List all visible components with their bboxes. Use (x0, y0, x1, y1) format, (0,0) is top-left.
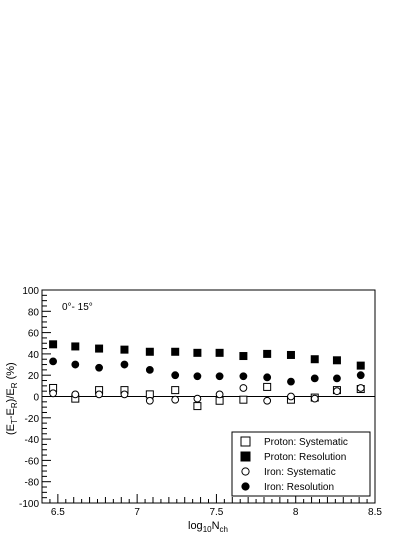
point-proton-resolution (263, 349, 272, 358)
point-proton-resolution (145, 347, 154, 356)
legend-marker-proton-systematic (240, 436, 251, 447)
point-proton-resolution (95, 344, 104, 353)
x-tick-label: 8.5 (368, 507, 382, 518)
point-proton-systematic (145, 390, 154, 399)
legend-marker-proton-resolution (240, 451, 251, 462)
point-iron-resolution (263, 373, 272, 382)
legend-label-iron-systematic: Iron: Systematic (264, 467, 336, 478)
point-proton-systematic (239, 395, 248, 404)
point-proton-resolution (239, 352, 248, 361)
point-proton-systematic (215, 396, 224, 405)
point-iron-systematic (333, 387, 341, 396)
y-tick-label: -40 (25, 435, 40, 446)
point-iron-resolution (120, 360, 129, 369)
legend-marker-iron-resolution (241, 482, 250, 491)
point-iron-systematic (71, 390, 80, 399)
point-iron-resolution (215, 372, 224, 381)
legend-label-iron-resolution: Iron: Resolution (264, 482, 334, 493)
point-iron-systematic (145, 396, 154, 405)
y-tick-label: 100 (22, 286, 39, 297)
point-iron-resolution (71, 360, 80, 369)
data-points (49, 340, 365, 411)
y-tick-label: -60 (25, 456, 40, 467)
point-iron-resolution (333, 374, 341, 383)
x-tick-label: 7.5 (209, 507, 223, 518)
angle-annotation: 0°- 15° (62, 302, 93, 313)
y-tick-label: -20 (25, 414, 40, 425)
y-tick-label: 40 (28, 350, 40, 361)
point-iron-systematic (171, 395, 180, 404)
x-tick-label: 8 (293, 507, 299, 518)
y-tick-label: 80 (28, 307, 40, 318)
point-proton-resolution (171, 347, 180, 356)
point-iron-resolution (239, 372, 248, 381)
point-iron-resolution (171, 371, 180, 380)
legend-label-proton-systematic: Proton: Systematic (264, 437, 348, 448)
point-iron-systematic (49, 389, 57, 398)
x-tick-label: 7 (134, 507, 140, 518)
point-iron-systematic (356, 384, 365, 392)
y-tick-label: 0 (33, 393, 39, 404)
point-iron-systematic (310, 394, 319, 403)
point-iron-resolution (287, 377, 295, 386)
point-proton-resolution (215, 348, 224, 357)
point-proton-resolution (49, 340, 58, 349)
point-proton-systematic (263, 382, 272, 391)
point-iron-systematic (215, 390, 224, 399)
point-iron-systematic (193, 394, 202, 403)
point-iron-resolution (310, 374, 319, 383)
point-proton-resolution (193, 348, 202, 357)
legend-box (231, 431, 371, 497)
point-iron-systematic (287, 392, 295, 401)
point-proton-resolution (286, 350, 295, 359)
x-tick-label: 6.5 (51, 507, 65, 518)
point-iron-resolution (95, 363, 103, 372)
point-proton-systematic (193, 402, 202, 411)
y-axis-label: (ET-ER)/ER (%) (5, 362, 19, 435)
y-tick-label: -100 (19, 499, 39, 510)
point-iron-systematic (120, 390, 129, 399)
point-proton-resolution (332, 356, 341, 365)
point-proton-resolution (120, 345, 129, 354)
point-proton-resolution (71, 342, 80, 351)
point-iron-resolution (193, 372, 202, 381)
legend: Proton: Systematic Proton: Resolution Ir… (231, 431, 371, 497)
x-axis: 6.5 7 7.5 8 8.5 (41, 494, 382, 518)
y-tick-label: -80 (25, 478, 40, 489)
point-iron-resolution (356, 371, 365, 380)
y-tick-label: 20 (28, 371, 40, 382)
x-axis-label: log10Nch (188, 520, 228, 534)
point-iron-systematic (239, 384, 248, 392)
point-iron-systematic (95, 390, 103, 399)
point-iron-resolution (49, 357, 57, 366)
point-proton-resolution (310, 355, 319, 364)
y-axis: -100 -80 -60 -40 -20 0 20 40 60 80 100 (19, 286, 51, 510)
point-iron-resolution (145, 365, 154, 374)
y-tick-label: 60 (28, 329, 40, 340)
point-proton-resolution (356, 361, 365, 370)
point-proton-systematic (171, 386, 180, 395)
legend-marker-iron-systematic (241, 467, 250, 476)
legend-label-proton-resolution: Proton: Resolution (264, 452, 346, 463)
point-iron-systematic (263, 396, 272, 405)
